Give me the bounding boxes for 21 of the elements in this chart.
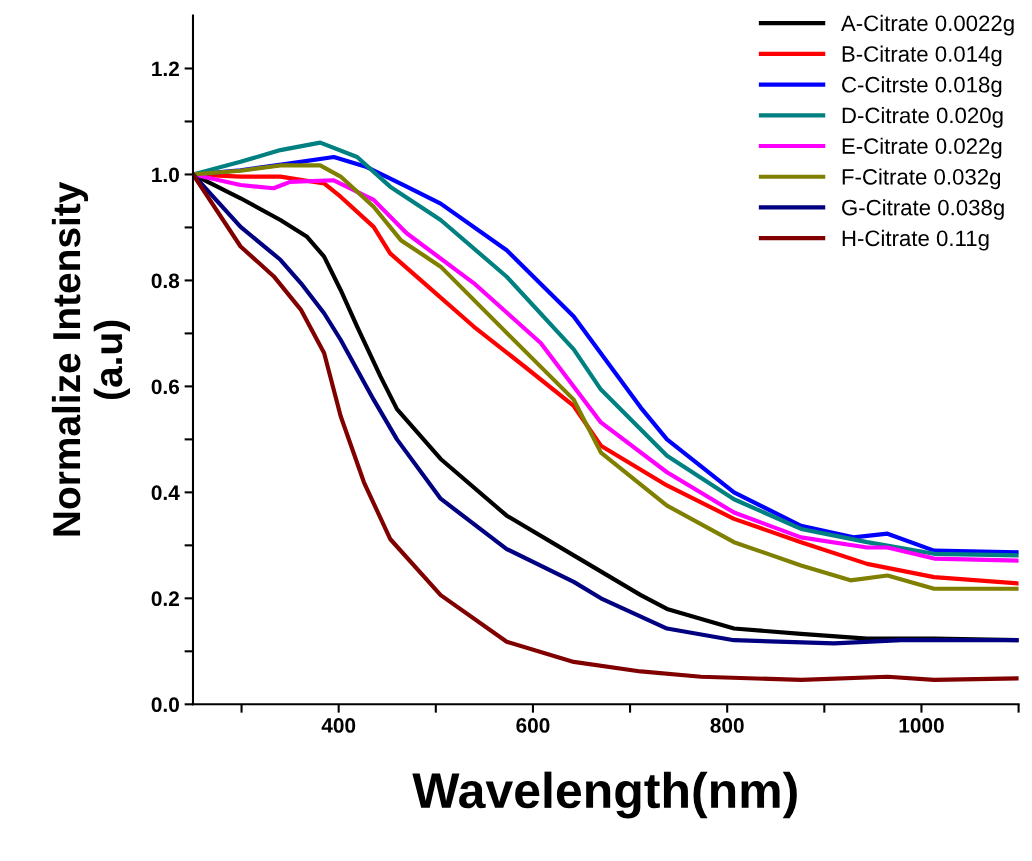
legend-label: E-Citrate 0.022g: [842, 137, 1002, 159]
x-tick-label: 400: [321, 718, 356, 733]
x-axis-title: Wavelength(nm): [412, 771, 797, 819]
legend-label: A-Citrate 0.0022g: [840, 14, 1014, 36]
legend-label: B-Citrate 0.014g: [842, 45, 1002, 67]
legend-label: D-Citrate 0.020g: [842, 106, 1003, 128]
x-tick-label: 1000: [899, 718, 944, 733]
legend-label: H-Citrate 0.11g: [842, 229, 989, 251]
x-tick-label: 600: [516, 718, 550, 733]
y-tick-label: 0.4: [151, 485, 180, 501]
y-tick-label: 1.2: [152, 61, 179, 77]
legend-label: F-Citrate 0.032g: [842, 168, 1001, 190]
legend-label: C-Citrste 0.018g: [842, 76, 1002, 97]
legend-label: G-Citrate 0.038g: [842, 199, 1004, 220]
x-tick-label: 800: [710, 718, 744, 733]
y-axis-title: Normalize Intensity (a.u): [51, 181, 130, 536]
y-tick-label: 0.8: [151, 273, 180, 289]
y-tick-label: 0.6: [151, 379, 180, 395]
y-tick-label: 0.2: [151, 591, 179, 607]
y-tick-label: 0.0: [151, 697, 179, 713]
y-tick-label: 1.0: [152, 167, 179, 183]
